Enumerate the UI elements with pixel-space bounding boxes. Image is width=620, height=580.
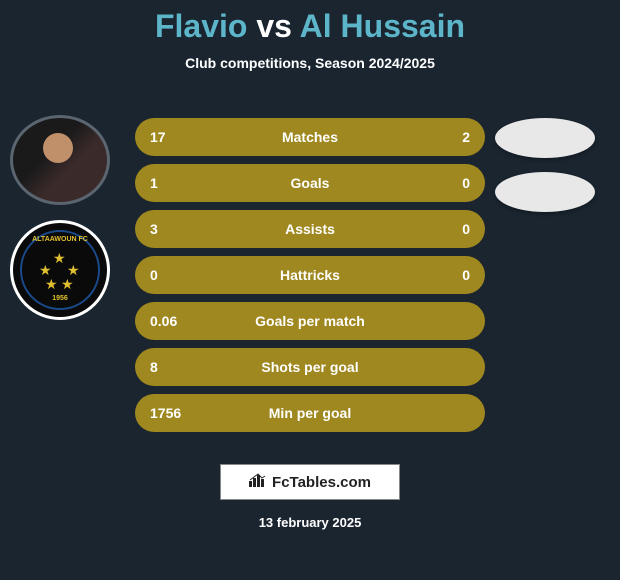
- club-year: 1956: [52, 295, 68, 302]
- stat-label: Hattricks: [135, 267, 485, 283]
- stat-right-value: 0: [462, 221, 470, 237]
- right-badges-column: [490, 118, 600, 226]
- star-icon: ★: [61, 276, 74, 293]
- stat-label: Goals per match: [135, 313, 485, 329]
- star-icon: ★: [45, 276, 58, 293]
- stat-row-assists: 3 Assists 0: [135, 210, 485, 248]
- star-icon: ★: [53, 250, 66, 267]
- main-container: Flavio vs Al Hussain Club competitions, …: [0, 0, 620, 580]
- title-vs: vs: [256, 8, 292, 44]
- footer-date: 13 february 2025: [0, 515, 620, 530]
- stat-left-value: 0.06: [150, 313, 177, 329]
- club-badge-inner: ALTAAWOUN FC ★ ★ ★ ★ ★ 1956: [20, 230, 100, 310]
- stat-label: Min per goal: [135, 405, 485, 421]
- stat-label: Assists: [135, 221, 485, 237]
- stat-row-goals: 1 Goals 0: [135, 164, 485, 202]
- stat-left-value: 8: [150, 359, 158, 375]
- title-player2: Al Hussain: [300, 8, 465, 44]
- club-stars: ★ ★ ★ ★ ★: [35, 250, 85, 290]
- stat-left-value: 17: [150, 129, 166, 145]
- stat-label: Matches: [135, 129, 485, 145]
- stat-left-value: 1756: [150, 405, 181, 421]
- club-badge: ALTAAWOUN FC ★ ★ ★ ★ ★ 1956: [10, 220, 110, 320]
- stat-left-value: 1: [150, 175, 158, 191]
- chart-icon: [249, 473, 267, 491]
- club-name: ALTAAWOUN FC: [32, 236, 88, 243]
- opponent-badge-2: [495, 172, 595, 212]
- stat-label: Shots per goal: [135, 359, 485, 375]
- stat-row-min-per-goal: 1756 Min per goal: [135, 394, 485, 432]
- stat-row-goals-per-match: 0.06 Goals per match: [135, 302, 485, 340]
- stat-left-value: 0: [150, 267, 158, 283]
- stats-area: 17 Matches 2 1 Goals 0 3 Assists 0 0 Hat…: [135, 118, 485, 440]
- footer-logo[interactable]: FcTables.com: [220, 464, 400, 500]
- stat-right-value: 2: [462, 129, 470, 145]
- stat-row-hattricks: 0 Hattricks 0: [135, 256, 485, 294]
- left-photos-column: ALTAAWOUN FC ★ ★ ★ ★ ★ 1956: [0, 115, 120, 320]
- subtitle: Club competitions, Season 2024/2025: [0, 55, 620, 71]
- title-player1: Flavio: [155, 8, 247, 44]
- page-title: Flavio vs Al Hussain: [0, 0, 620, 45]
- opponent-badge-1: [495, 118, 595, 158]
- stat-right-value: 0: [462, 175, 470, 191]
- stat-left-value: 3: [150, 221, 158, 237]
- stat-label: Goals: [135, 175, 485, 191]
- footer-logo-text: FcTables.com: [272, 474, 371, 491]
- stat-row-matches: 17 Matches 2: [135, 118, 485, 156]
- player1-photo: [10, 115, 110, 205]
- stat-right-value: 0: [462, 267, 470, 283]
- stat-row-shots-per-goal: 8 Shots per goal: [135, 348, 485, 386]
